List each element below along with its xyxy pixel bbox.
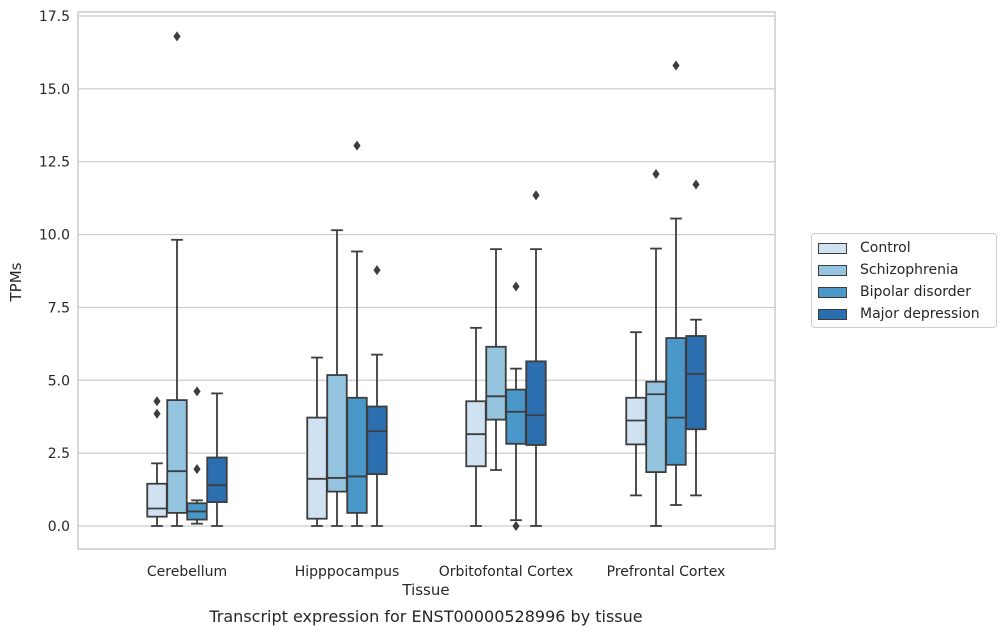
outlier-point [173, 31, 181, 42]
box-plot-area [146, 31, 707, 531]
box-iqr [166, 399, 188, 514]
legend-swatch-bipolar-disorder [818, 286, 847, 298]
box-control [306, 356, 328, 527]
outlier-point [652, 168, 660, 179]
box-major-depression [206, 392, 228, 527]
box-bipolar-disorder [505, 281, 527, 531]
box-iqr [146, 482, 168, 518]
box-iqr [306, 416, 328, 520]
box-major-depression [525, 190, 547, 527]
x-axis-label: Tissue [401, 581, 449, 599]
legend-item-schizophrenia: Schizophrenia [818, 261, 958, 279]
y-axis-ticks: 0.0 2.5 5.0 7.5 10.0 12.5 15.0 17.5 [39, 9, 70, 535]
y-axis-label: TPMs [7, 262, 25, 302]
legend-label-major-depression: Major depression [860, 306, 980, 322]
legend-swatch-control [818, 242, 847, 254]
plot-frame [77, 11, 776, 550]
x-tick-label: Hipppocampus [295, 564, 400, 580]
outlier-point [373, 265, 381, 276]
box-major-depression [685, 179, 707, 497]
box-major-depression [366, 265, 388, 527]
y-tick-label: 15.0 [39, 82, 70, 98]
legend-swatch-schizophrenia [818, 264, 847, 276]
legend-item-control: Control [818, 239, 911, 257]
outlier-point [672, 60, 680, 71]
outlier-point [512, 281, 520, 292]
legend-label-schizophrenia: Schizophrenia [860, 262, 959, 278]
legend-label-control: Control [860, 240, 911, 256]
x-tick-label: Cerebellum [147, 564, 227, 580]
y-tick-label: 7.5 [48, 300, 70, 316]
box-iqr [685, 335, 707, 431]
box-iqr [346, 396, 368, 514]
box-control [465, 326, 487, 527]
y-tick-label: 2.5 [48, 446, 70, 462]
box-schizophrenia [645, 168, 667, 527]
outlier-point [512, 521, 520, 531]
box-bipolar-disorder [665, 60, 687, 506]
legend: Control Schizophrenia Bipolar disorder M… [811, 233, 997, 328]
y-tick-label: 5.0 [48, 373, 70, 389]
y-tick-label: 12.5 [39, 155, 70, 171]
outlier-point [153, 396, 161, 407]
box-iqr [326, 374, 348, 493]
outlier-point [153, 408, 161, 419]
box-iqr [525, 360, 547, 446]
outlier-point [193, 386, 201, 397]
legend-item-major-depression: Major depression [818, 305, 980, 323]
box-control [146, 396, 168, 527]
x-tick-label: Orbitofontal Cortex [439, 564, 574, 580]
box-iqr [665, 337, 687, 466]
legend-label-bipolar-disorder: Bipolar disorder [860, 284, 972, 300]
outlier-point [692, 179, 700, 190]
box-iqr [366, 405, 388, 476]
x-tick-label: Prefrontal Cortex [607, 564, 726, 580]
outlier-point [532, 190, 540, 201]
box-schizophrenia [326, 229, 348, 527]
y-tick-label: 0.0 [48, 519, 70, 535]
y-tick-label: 10.0 [39, 228, 70, 244]
chart-title: Transcript expression for ENST0000052899… [208, 607, 642, 626]
y-tick-label: 17.5 [39, 9, 70, 25]
box-iqr [206, 456, 228, 504]
box-schizophrenia [485, 248, 507, 471]
box-iqr [505, 388, 527, 445]
box-bipolar-disorder [346, 140, 368, 527]
grid-lines [78, 15, 775, 527]
box-schizophrenia [166, 31, 188, 527]
x-axis-ticks: Cerebellum Hipppocampus Orbitofontal Corte… [147, 564, 725, 580]
box-iqr [485, 345, 507, 421]
legend-swatch-major-depression [818, 308, 847, 320]
box-control [625, 331, 647, 497]
outlier-point [353, 140, 361, 151]
legend-item-bipolar-disorder: Bipolar disorder [818, 283, 971, 301]
box-iqr [645, 380, 667, 473]
outlier-point [193, 464, 201, 475]
box-bipolar-disorder [186, 386, 208, 525]
